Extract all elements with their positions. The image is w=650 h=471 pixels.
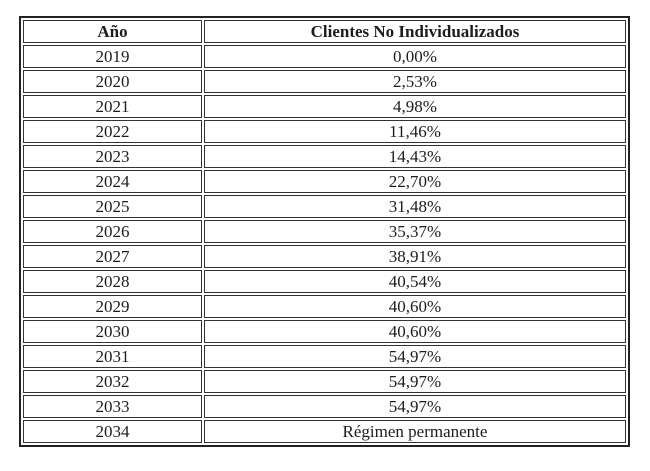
table-row: 2031 54,97% [23,345,626,368]
value-cell: 54,97% [204,370,626,393]
year-cell: 2022 [23,120,202,143]
year-cell: 2031 [23,345,202,368]
table-body: 2019 0,00% 2020 2,53% 2021 4,98% 2022 11,46% 202… [23,45,626,443]
table-row: 2019 0,00% [23,45,626,68]
value-cell: 35,37% [204,220,626,243]
year-cell: 2026 [23,220,202,243]
value-cell: Régimen permanente [204,420,626,443]
year-cell: 2021 [23,95,202,118]
table-row: 2025 31,48% [23,195,626,218]
year-cell: 2032 [23,370,202,393]
value-cell: 31,48% [204,195,626,218]
value-cell: 22,70% [204,170,626,193]
table-row: 2032 54,97% [23,370,626,393]
table-row: 2024 22,70% [23,170,626,193]
value-cell: 40,60% [204,320,626,343]
year-cell: 2034 [23,420,202,443]
value-cell: 2,53% [204,70,626,93]
year-cell: 2019 [23,45,202,68]
table-row: 2020 2,53% [23,70,626,93]
value-cell: 0,00% [204,45,626,68]
value-cell: 11,46% [204,120,626,143]
header-row: Año Clientes No Individualizados [23,20,626,43]
table-row: 2034 Régimen permanente [23,420,626,443]
table-row: 2029 40,60% [23,295,626,318]
value-cell: 38,91% [204,245,626,268]
year-cell: 2029 [23,295,202,318]
value-cell: 4,98% [204,95,626,118]
year-cell: 2028 [23,270,202,293]
year-cell: 2027 [23,245,202,268]
year-cell: 2033 [23,395,202,418]
value-cell: 54,97% [204,395,626,418]
table-row: 2027 38,91% [23,245,626,268]
year-cell: 2025 [23,195,202,218]
table-row: 2023 14,43% [23,145,626,168]
table-row: 2026 35,37% [23,220,626,243]
column-header-clientes-no-individualizados: Clientes No Individualizados [204,20,626,43]
table-row: 2033 54,97% [23,395,626,418]
year-cell: 2023 [23,145,202,168]
value-cell: 54,97% [204,345,626,368]
value-cell: 40,54% [204,270,626,293]
table-row: 2022 11,46% [23,120,626,143]
table-row: 2030 40,60% [23,320,626,343]
column-header-year: Año [23,20,202,43]
clients-schedule-table: Año Clientes No Individualizados 2019 0,0… [19,16,630,447]
year-cell: 2024 [23,170,202,193]
year-cell: 2030 [23,320,202,343]
year-cell: 2020 [23,70,202,93]
value-cell: 14,43% [204,145,626,168]
table-row: 2028 40,54% [23,270,626,293]
value-cell: 40,60% [204,295,626,318]
table-header: Año Clientes No Individualizados [23,20,626,43]
table-row: 2021 4,98% [23,95,626,118]
